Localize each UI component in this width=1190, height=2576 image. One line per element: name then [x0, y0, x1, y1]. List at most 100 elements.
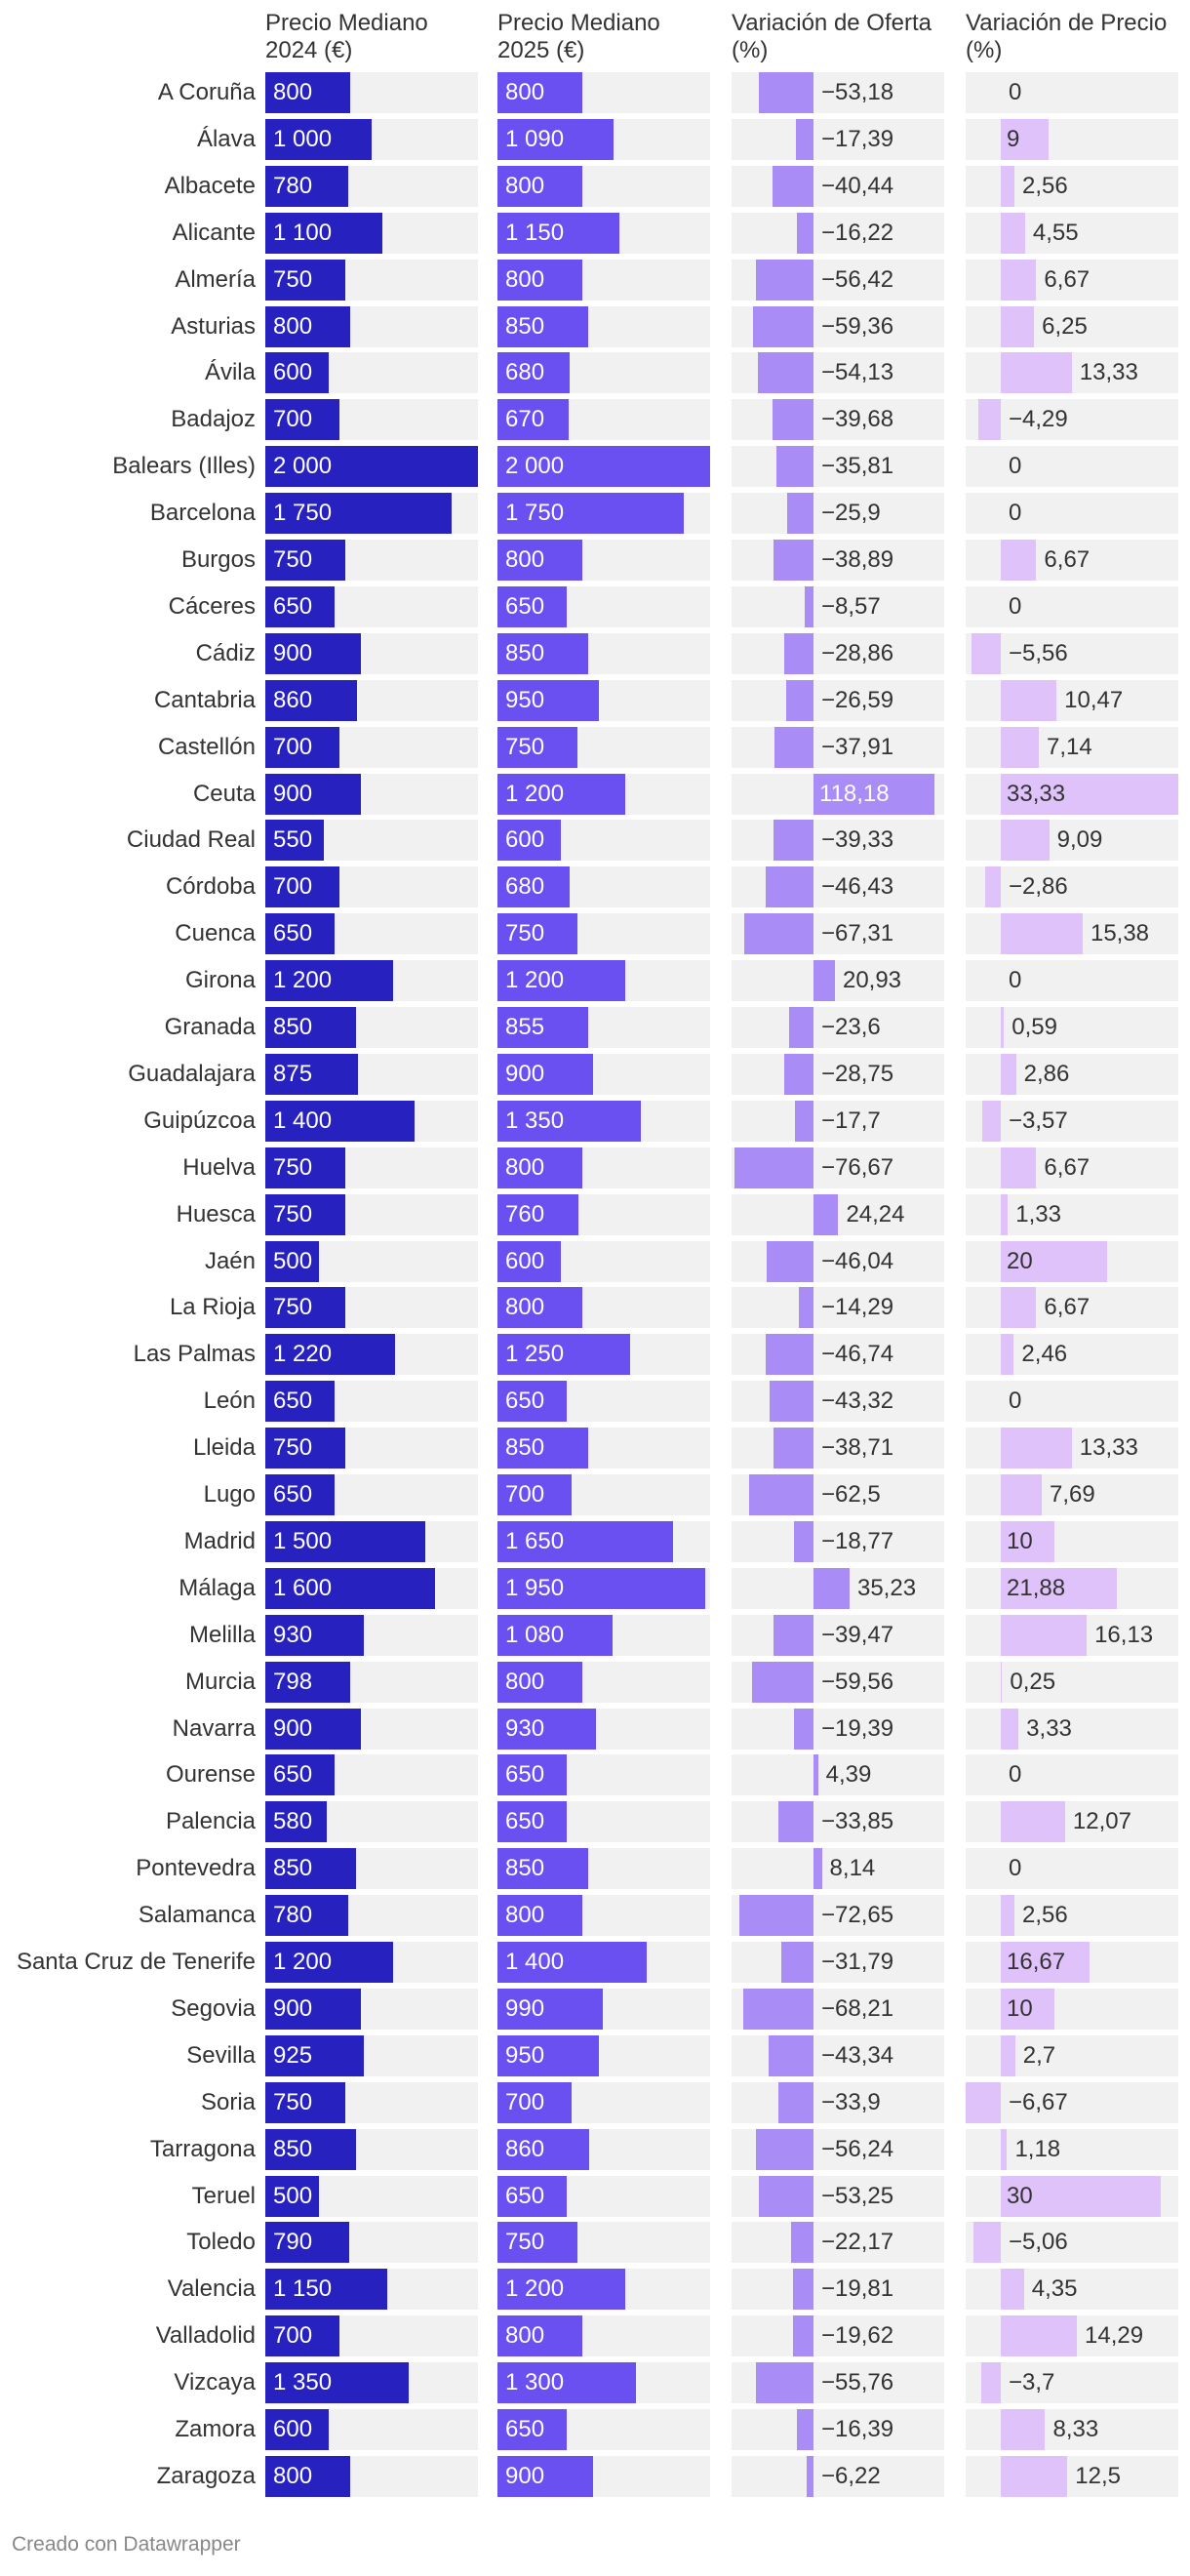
bar-voferta — [793, 2315, 813, 2356]
value-label-p2025: 950 — [505, 687, 545, 713]
value-label-voferta: −53,18 — [821, 79, 894, 105]
province-label: Toledo — [186, 2229, 256, 2255]
value-label-p2025: 855 — [505, 1014, 545, 1040]
cell-background — [732, 166, 944, 207]
value-label-vprecio: 15,38 — [1090, 920, 1150, 946]
bar-p2025 — [497, 2362, 636, 2403]
cell-background — [732, 1054, 944, 1095]
value-label-vprecio: 0 — [1009, 1855, 1022, 1881]
value-label-vprecio: 12,5 — [1075, 2463, 1121, 2489]
province-label: Palencia — [165, 1808, 256, 1834]
cell-background — [732, 1801, 944, 1842]
value-label-p2025: 1 200 — [505, 967, 565, 993]
bar-voferta — [774, 540, 813, 581]
bar-vprecio — [1001, 2315, 1078, 2356]
cell-background — [732, 1428, 944, 1469]
value-label-vprecio: 3,33 — [1026, 1715, 1072, 1742]
cell-background — [966, 352, 1178, 393]
value-label-vprecio: −2,86 — [1009, 873, 1068, 900]
value-label-vprecio: 7,69 — [1049, 1481, 1095, 1508]
province-label: La Rioja — [169, 1294, 256, 1320]
cell-background — [732, 2315, 944, 2356]
value-label-voferta: −76,67 — [821, 1154, 894, 1181]
bar-vprecio — [1001, 1521, 1054, 1562]
value-label-p2025: 860 — [505, 2136, 545, 2162]
value-label-vprecio: −6,67 — [1009, 2089, 1068, 2115]
value-label-vprecio: 0 — [1009, 79, 1022, 105]
bar-vprecio — [1001, 1942, 1091, 1983]
value-label-vprecio: 16,67 — [1007, 1949, 1066, 1975]
bar-voferta — [813, 774, 935, 815]
value-label-vprecio: 7,14 — [1046, 734, 1092, 760]
value-label-p2024: 800 — [273, 313, 313, 340]
bar-vprecio — [1001, 1428, 1072, 1469]
bar-voferta — [776, 446, 813, 487]
cell-background — [966, 2129, 1178, 2170]
cell-background — [732, 960, 944, 1001]
value-label-p2024: 800 — [273, 2463, 313, 2489]
value-label-p2024: 750 — [273, 2089, 313, 2115]
value-label-p2025: 700 — [505, 2089, 545, 2115]
bar-vprecio — [1001, 2269, 1024, 2310]
province-label: Navarra — [172, 1715, 256, 1742]
value-label-p2024: 850 — [273, 1855, 313, 1881]
value-label-voferta: −31,79 — [821, 1949, 894, 1975]
value-label-p2024: 1 400 — [273, 1107, 333, 1134]
province-label: Guipúzcoa — [143, 1107, 256, 1134]
bar-voferta — [765, 1334, 813, 1375]
cell-background — [732, 1007, 944, 1048]
value-label-vprecio: 14,29 — [1085, 2322, 1144, 2349]
bar-vprecio — [1001, 727, 1039, 768]
value-label-vprecio: 10 — [1007, 1528, 1033, 1554]
value-label-voferta: −68,21 — [821, 1995, 894, 2022]
bar-voferta — [769, 1381, 813, 1422]
value-label-voferta: −46,43 — [821, 873, 894, 900]
cell-background — [732, 2222, 944, 2263]
bar-voferta — [780, 1942, 813, 1983]
cell-background — [966, 2035, 1178, 2076]
bar-p2025 — [497, 1007, 589, 1048]
value-label-vprecio: 1,18 — [1014, 2136, 1061, 2162]
value-label-p2025: 900 — [505, 1061, 545, 1087]
value-label-voferta: −14,29 — [821, 1294, 894, 1320]
bar-vprecio — [980, 2362, 1001, 2403]
value-label-p2024: 850 — [273, 1014, 313, 1040]
bar-vprecio — [1001, 2409, 1046, 2450]
value-label-p2024: 860 — [273, 687, 313, 713]
value-label-vprecio: 2,46 — [1021, 1341, 1068, 1367]
cell-background — [732, 1709, 944, 1750]
bar-p2025 — [497, 119, 614, 160]
bar-p2025 — [497, 1474, 573, 1515]
value-label-vprecio: 6,67 — [1044, 266, 1091, 293]
value-label-p2025: 750 — [505, 920, 545, 946]
province-label: Almería — [175, 266, 256, 293]
cell-background — [732, 1101, 944, 1142]
province-label: Melilla — [188, 1622, 256, 1648]
bar-voferta — [795, 119, 813, 160]
bar-voferta — [813, 1848, 822, 1889]
value-label-p2024: 1 200 — [273, 967, 333, 993]
value-label-p2024: 650 — [273, 1388, 313, 1414]
bar-vprecio — [981, 1101, 1001, 1142]
cell-background — [732, 586, 944, 627]
bar-vprecio — [1001, 1568, 1118, 1609]
bar-vprecio — [1001, 774, 1178, 815]
bar-p2024 — [265, 1381, 335, 1422]
value-label-vprecio: 4,55 — [1032, 220, 1079, 246]
province-label: Málaga — [178, 1575, 256, 1601]
bar-p2025 — [497, 633, 588, 674]
bar-vprecio — [1001, 352, 1072, 393]
cell-background — [732, 1848, 944, 1889]
value-label-voferta: −18,77 — [821, 1528, 894, 1554]
value-label-vprecio: 0,25 — [1010, 1669, 1056, 1695]
value-label-voferta: −43,34 — [821, 2042, 894, 2069]
bar-voferta — [743, 1989, 813, 2030]
bar-p2025 — [497, 2269, 625, 2310]
province-label: Barcelona — [149, 500, 256, 526]
value-label-voferta: −53,25 — [821, 2183, 894, 2209]
value-label-voferta: −19,81 — [821, 2275, 894, 2302]
bar-voferta — [793, 2269, 813, 2310]
value-label-vprecio: 21,88 — [1007, 1575, 1066, 1601]
bar-voferta — [752, 306, 813, 347]
value-label-vprecio: 1,33 — [1015, 1201, 1061, 1228]
